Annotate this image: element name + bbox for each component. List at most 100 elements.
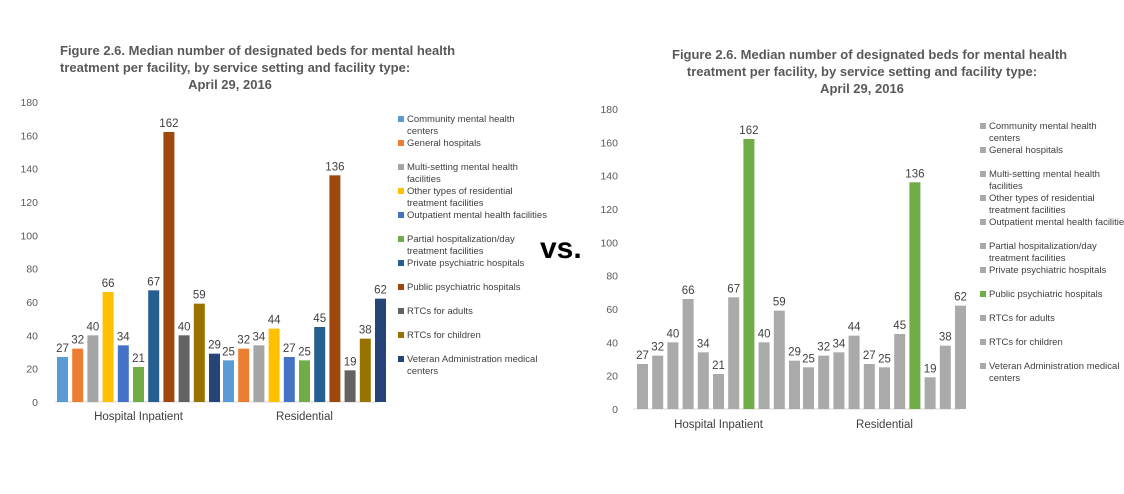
legend-swatch bbox=[980, 339, 986, 345]
legend-swatch bbox=[398, 356, 404, 362]
bar-data-label: 45 bbox=[313, 313, 326, 325]
legend-label: RTCs for children bbox=[989, 337, 1063, 348]
legend-label: RTCs for adults bbox=[407, 306, 473, 317]
bar-data-label: 67 bbox=[147, 276, 160, 288]
chart-1-title-line-1: Figure 2.6. Median number of designated … bbox=[60, 43, 456, 58]
bar-data-label: 27 bbox=[636, 350, 649, 362]
bar-data-label: 62 bbox=[374, 285, 387, 297]
bar bbox=[697, 352, 709, 409]
y-tick-label: 0 bbox=[32, 397, 38, 409]
category-label: Residential bbox=[276, 411, 333, 423]
bar bbox=[359, 338, 371, 402]
bar bbox=[637, 364, 648, 409]
chart-1-title-line-3: April 29, 2016 bbox=[188, 77, 272, 92]
bar-data-label: 27 bbox=[56, 343, 69, 355]
category-label: Residential bbox=[856, 419, 913, 431]
chart-2-plot: 0204060801001201401601802732406634216716… bbox=[600, 104, 967, 431]
legend-label: Outpatient mental health facilities bbox=[989, 217, 1124, 228]
chart-2-title-line-1: Figure 2.6. Median number of designated … bbox=[672, 47, 1068, 62]
bar-data-label: 162 bbox=[159, 118, 178, 130]
bar bbox=[223, 360, 234, 402]
bar bbox=[803, 367, 814, 409]
bar-data-label: 40 bbox=[758, 328, 771, 340]
legend-swatch bbox=[980, 315, 986, 321]
legend-swatch bbox=[980, 195, 986, 201]
chart-1-legend: Community mental health centers General h… bbox=[398, 114, 548, 384]
bar bbox=[57, 357, 68, 402]
legend-swatch bbox=[980, 147, 986, 153]
y-tick-label: 120 bbox=[600, 204, 618, 216]
legend-swatch bbox=[980, 363, 986, 369]
bar bbox=[87, 335, 99, 402]
bar bbox=[268, 328, 280, 402]
y-tick-label: 40 bbox=[26, 330, 38, 342]
chart-1-plot: 0204060801001201401601802732406634216716… bbox=[20, 97, 387, 423]
bar bbox=[894, 334, 906, 409]
bar bbox=[299, 360, 310, 402]
legend-swatch bbox=[980, 219, 986, 225]
bar bbox=[848, 335, 860, 409]
bar-data-label: 44 bbox=[848, 322, 861, 334]
legend-swatch bbox=[980, 243, 986, 249]
bar-data-label: 34 bbox=[253, 331, 266, 343]
bar-data-label: 27 bbox=[283, 343, 296, 355]
bar-data-label: 32 bbox=[71, 335, 84, 347]
y-tick-label: 120 bbox=[20, 197, 38, 209]
legend-label: Multi-setting mental health facilities bbox=[407, 162, 518, 185]
chart-2-legend: Community mental health centers General h… bbox=[980, 121, 1124, 391]
bar-data-label: 19 bbox=[924, 363, 937, 375]
legend-swatch bbox=[398, 284, 404, 290]
bar bbox=[652, 355, 664, 409]
legend-label: General hospitals bbox=[407, 138, 481, 149]
bar bbox=[833, 352, 845, 409]
bar bbox=[863, 364, 875, 409]
vs-separator: vs. bbox=[540, 232, 582, 265]
bar-data-label: 44 bbox=[268, 315, 281, 327]
bar-data-label: 62 bbox=[954, 292, 967, 304]
legend-swatch bbox=[980, 267, 986, 273]
bar-data-label: 40 bbox=[178, 321, 191, 333]
bar-data-label: 38 bbox=[359, 325, 372, 337]
bar bbox=[743, 139, 755, 409]
legend-swatch bbox=[980, 171, 986, 177]
bar bbox=[283, 357, 295, 402]
legend-label: Other types of residential treatment fac… bbox=[989, 193, 1095, 216]
bar bbox=[102, 292, 114, 402]
bar bbox=[238, 348, 250, 402]
bar-data-label: 38 bbox=[939, 332, 952, 344]
bar-data-label: 27 bbox=[863, 350, 876, 362]
bar bbox=[329, 175, 341, 402]
bar bbox=[773, 310, 785, 409]
bar bbox=[375, 298, 386, 402]
legend-label: Public psychiatric hospitals bbox=[407, 282, 521, 293]
legend-label: Partial hospitalization/day treatment fa… bbox=[407, 234, 515, 257]
bar-data-label: 32 bbox=[817, 342, 830, 354]
bar bbox=[193, 303, 205, 402]
legend-label: Other types of residential treatment fac… bbox=[407, 186, 513, 209]
legend-label: Veteran Administration medical centers bbox=[407, 354, 538, 377]
y-tick-label: 180 bbox=[20, 97, 38, 109]
legend-swatch bbox=[398, 260, 404, 266]
legend-swatch bbox=[398, 308, 404, 314]
bar-data-label: 21 bbox=[712, 360, 725, 372]
bar bbox=[955, 305, 966, 409]
chart-2-title-line-2: treatment per facility, by service setti… bbox=[686, 64, 1038, 79]
bar-data-label: 66 bbox=[682, 285, 695, 297]
legend-swatch bbox=[398, 236, 404, 242]
bar-data-label: 32 bbox=[651, 342, 664, 354]
legend-label: Private psychiatric hospitals bbox=[407, 258, 525, 269]
y-tick-label: 0 bbox=[612, 404, 618, 416]
y-tick-label: 60 bbox=[26, 297, 38, 309]
legend-swatch bbox=[398, 332, 404, 338]
bar bbox=[344, 370, 356, 402]
chart-1-title-line-2: treatment per facility, by service setti… bbox=[60, 60, 411, 75]
legend-swatch bbox=[980, 291, 986, 297]
bar-data-label: 29 bbox=[788, 347, 801, 359]
bar-data-label: 40 bbox=[87, 321, 100, 333]
legend-label: Public psychiatric hospitals bbox=[989, 289, 1103, 300]
bar-data-label: 32 bbox=[237, 335, 250, 347]
bar bbox=[178, 335, 190, 402]
bar bbox=[713, 374, 724, 409]
y-tick-label: 160 bbox=[20, 130, 38, 142]
bar bbox=[667, 342, 679, 409]
